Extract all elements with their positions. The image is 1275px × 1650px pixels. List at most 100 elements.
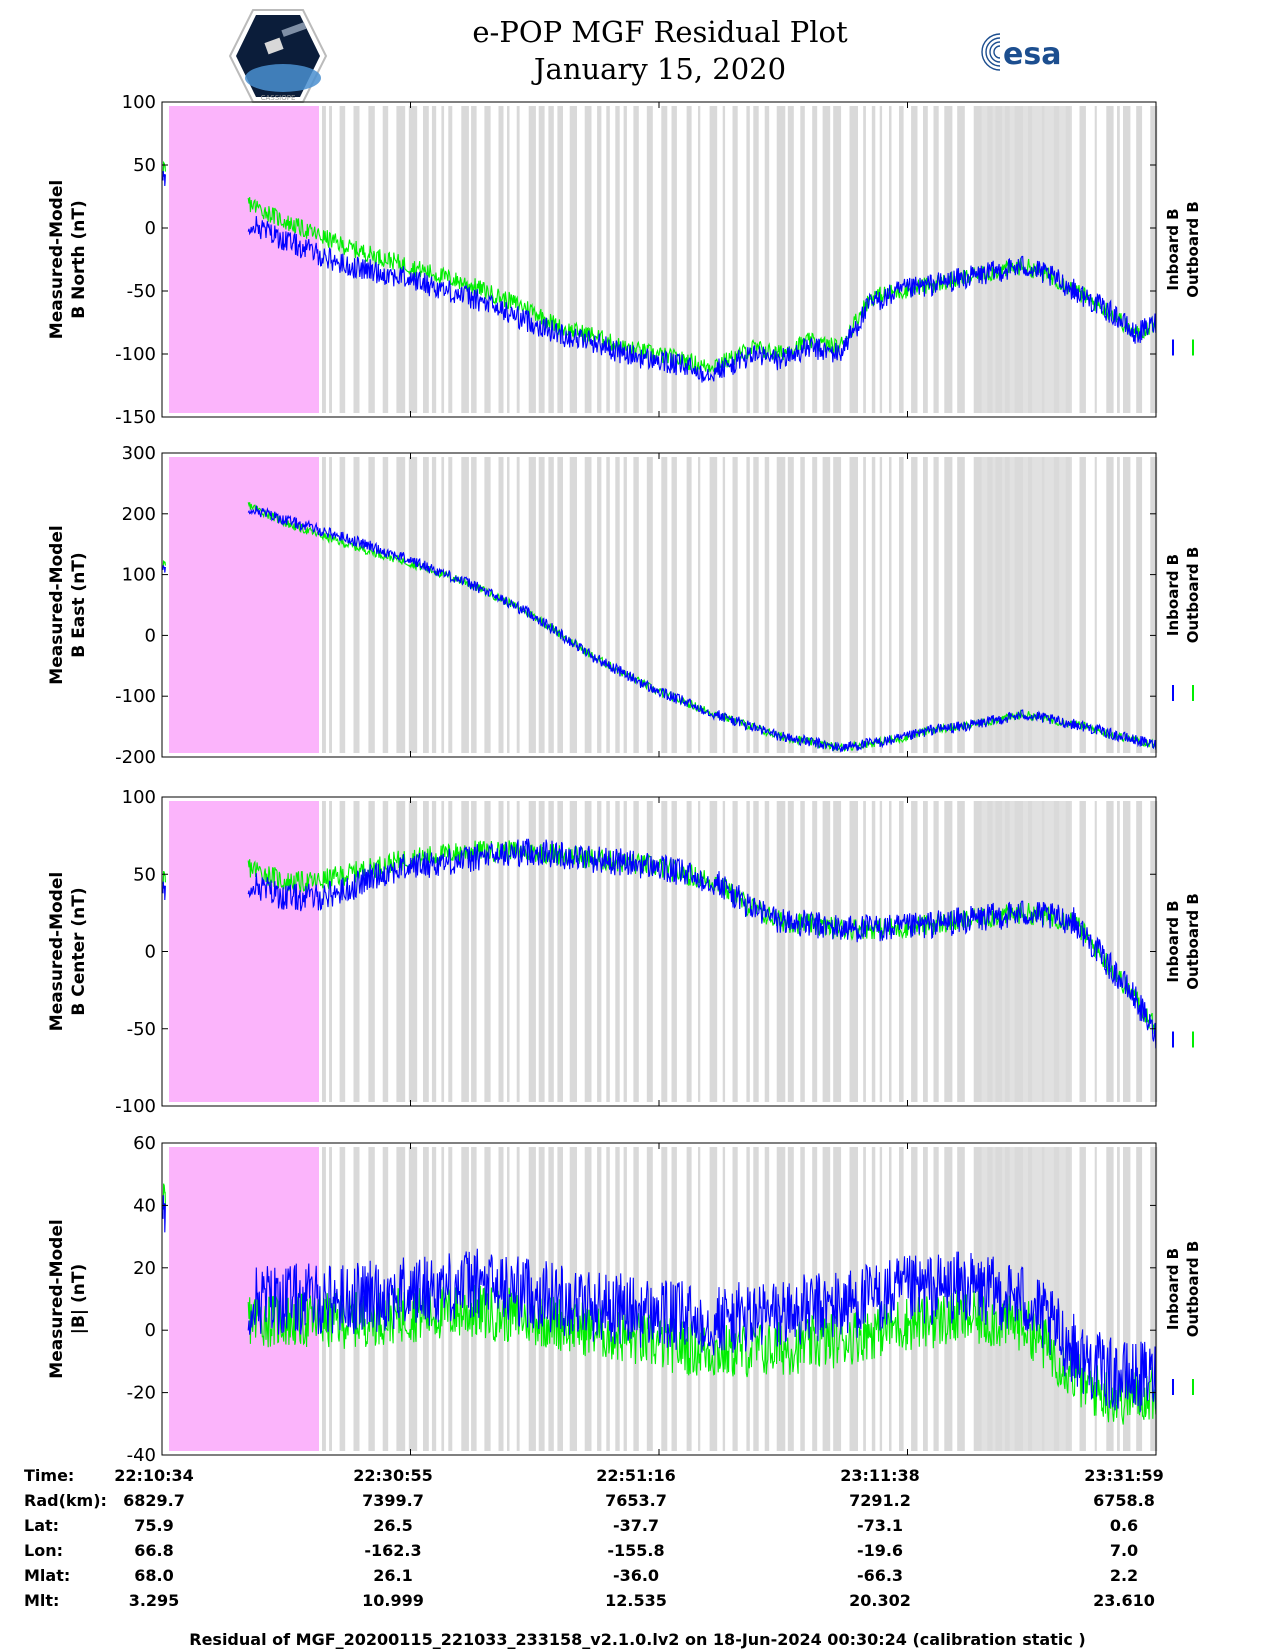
y-tick-label: 20 [133,1258,156,1279]
data-gap-stripe [646,457,653,753]
data-gap-stripe [812,801,818,1102]
y-tick-label: -100 [115,686,156,707]
data-gap-stripe [822,1147,831,1451]
ephemeris-table: Time: 22:10:34 22:30:55 22:51:16 23:11:38 23:… [24,1466,1204,1616]
data-gap-stripe [471,106,477,413]
data-gap-stripe [698,457,701,753]
data-gap-stripe [569,457,577,753]
data-gap-stripe [368,457,375,753]
data-gap-stripe [408,106,418,413]
data-gap-stripe [498,106,504,413]
series-inboard-line [162,170,1157,383]
legend-outboard-label: Outboard B [1184,893,1202,990]
data-gap-stripe [899,106,904,413]
y-tick-label: -50 [127,1019,156,1040]
ephemeris-label: Mlat: [24,1566,71,1585]
data-gap-stripe [423,106,429,413]
no-data-region [169,1147,319,1451]
data-gap-stripe [329,457,332,753]
data-gap-stripe [528,106,536,413]
data-gap-stripe [368,106,375,413]
data-gap-stripe [633,106,639,413]
ephemeris-value: -155.8 [607,1541,665,1560]
data-gap-stripe [822,801,831,1102]
data-gap-stripe [957,1147,965,1451]
data-gap-stripe [339,801,346,1102]
data-gap-stripe [471,801,477,1102]
data-gap-stripe [396,106,406,413]
data-gap-stripe [889,106,892,413]
esa-logo-text: esa [1003,37,1061,72]
ephemeris-row: Lon: 66.8 -162.3 -155.8 -19.6 7.0 [24,1541,1204,1566]
data-gap-stripe [871,457,876,753]
data-gap-stripe [597,457,602,753]
y-tick-label: 0 [145,218,156,239]
data-gap-stripe [1123,1147,1131,1451]
data-gap-stripe [753,1147,759,1451]
data-gap-stripe [1123,801,1131,1102]
data-gap-stripe [671,1147,677,1451]
y-tick-label: 0 [145,625,156,646]
plot-title: e-POP MGF Residual Plot [472,15,848,49]
y-tick-label: -50 [127,281,156,302]
data-gap-stripe [633,457,639,753]
data-gap-stripe [448,457,453,753]
series-inboard-line [162,505,1157,753]
y-axis-label-line1: Measured-Model [47,1219,67,1378]
data-gap-stripe [498,801,504,1102]
data-gap-stripe [441,106,445,413]
data-gap-stripe [787,106,794,413]
data-gap-stripe [871,1147,876,1451]
data-gap-stripe [957,801,965,1102]
data-gap-stripe [557,457,563,753]
data-gap-stripe [408,457,418,753]
cassiope-logo: CASSIOPE [228,9,328,103]
data-gap-stripe [548,106,554,413]
data-gap-stripe [1079,457,1086,753]
data-gap-stripe [746,801,750,1102]
data-gap-stripe [498,1147,504,1451]
y-axis-label: Measured-Model B East (nT) [47,525,89,684]
data-gap-stripe [498,457,504,753]
data-gap-stripe [1117,801,1120,1102]
data-gap-stripe [732,801,738,1102]
data-gap-stripe [1150,457,1158,753]
data-gap-stripe [353,106,360,413]
data-gap-stripe [1117,106,1120,413]
data-gap-stripe [1136,457,1143,753]
no-data-region [169,457,319,753]
data-gap-stripe [698,106,701,413]
data-gap-stripe [538,801,545,1102]
data-gap-stripe [615,801,620,1102]
data-gap-stripe [1106,106,1114,413]
data-gap-stripe [461,457,469,753]
data-gap-stripe [671,457,677,753]
data-gap-stripe [933,801,939,1102]
data-gap-stripe [722,801,726,1102]
data-gap-stripe [899,801,904,1102]
data-gap-stripe [646,106,653,413]
data-gap-stripe [548,457,554,753]
data-gap-stripe [461,106,469,413]
y-axis-label-line1: Measured-Model [47,525,67,684]
legend-inboard-label: Inboard B [1164,554,1182,636]
data-gap-stripe [1079,1147,1086,1451]
cassiope-logo-text: CASSIOPE [261,94,296,102]
data-gap-stripe [615,457,620,753]
ephemeris-value: -37.7 [612,1516,660,1535]
data-gap-stripe [557,106,563,413]
data-gap-stripe [753,801,759,1102]
ephemeris-value: 0.6 [1109,1516,1139,1535]
data-gap-stripe [623,1147,627,1451]
data-gap-stripe [732,457,738,753]
data-gap-stripe [557,801,563,1102]
data-gap-stripe [1079,801,1086,1102]
ephemeris-value: 66.8 [134,1541,174,1560]
data-gap-stripe [584,106,592,413]
data-gap-stripe [528,457,536,753]
data-gap-stripe [732,1147,738,1451]
data-gap-stripe [863,457,866,753]
y-tick-label: 0 [145,1320,156,1341]
data-gap-stripe [764,457,770,753]
data-gap-stripe [584,801,592,1102]
